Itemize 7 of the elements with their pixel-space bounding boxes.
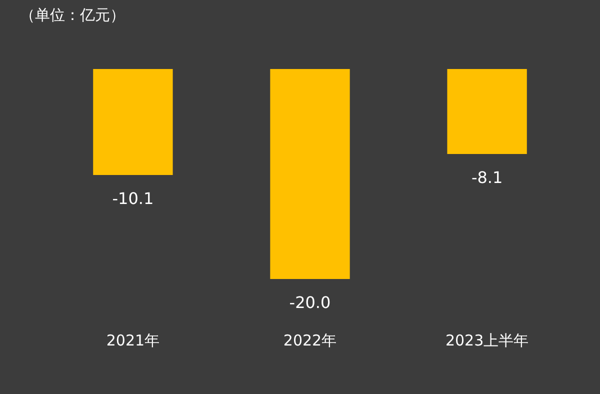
data-label: -20.0 <box>289 293 331 312</box>
text: （单位：亿元） <box>20 6 125 24</box>
x-tick-label: 2023上半年 <box>445 332 529 350</box>
data-label: -10.1 <box>112 189 154 208</box>
data-label: -8.1 <box>471 168 503 188</box>
x-tick-label: 2021年 <box>106 332 160 350</box>
x-tick-label: 2022年 <box>283 332 337 350</box>
